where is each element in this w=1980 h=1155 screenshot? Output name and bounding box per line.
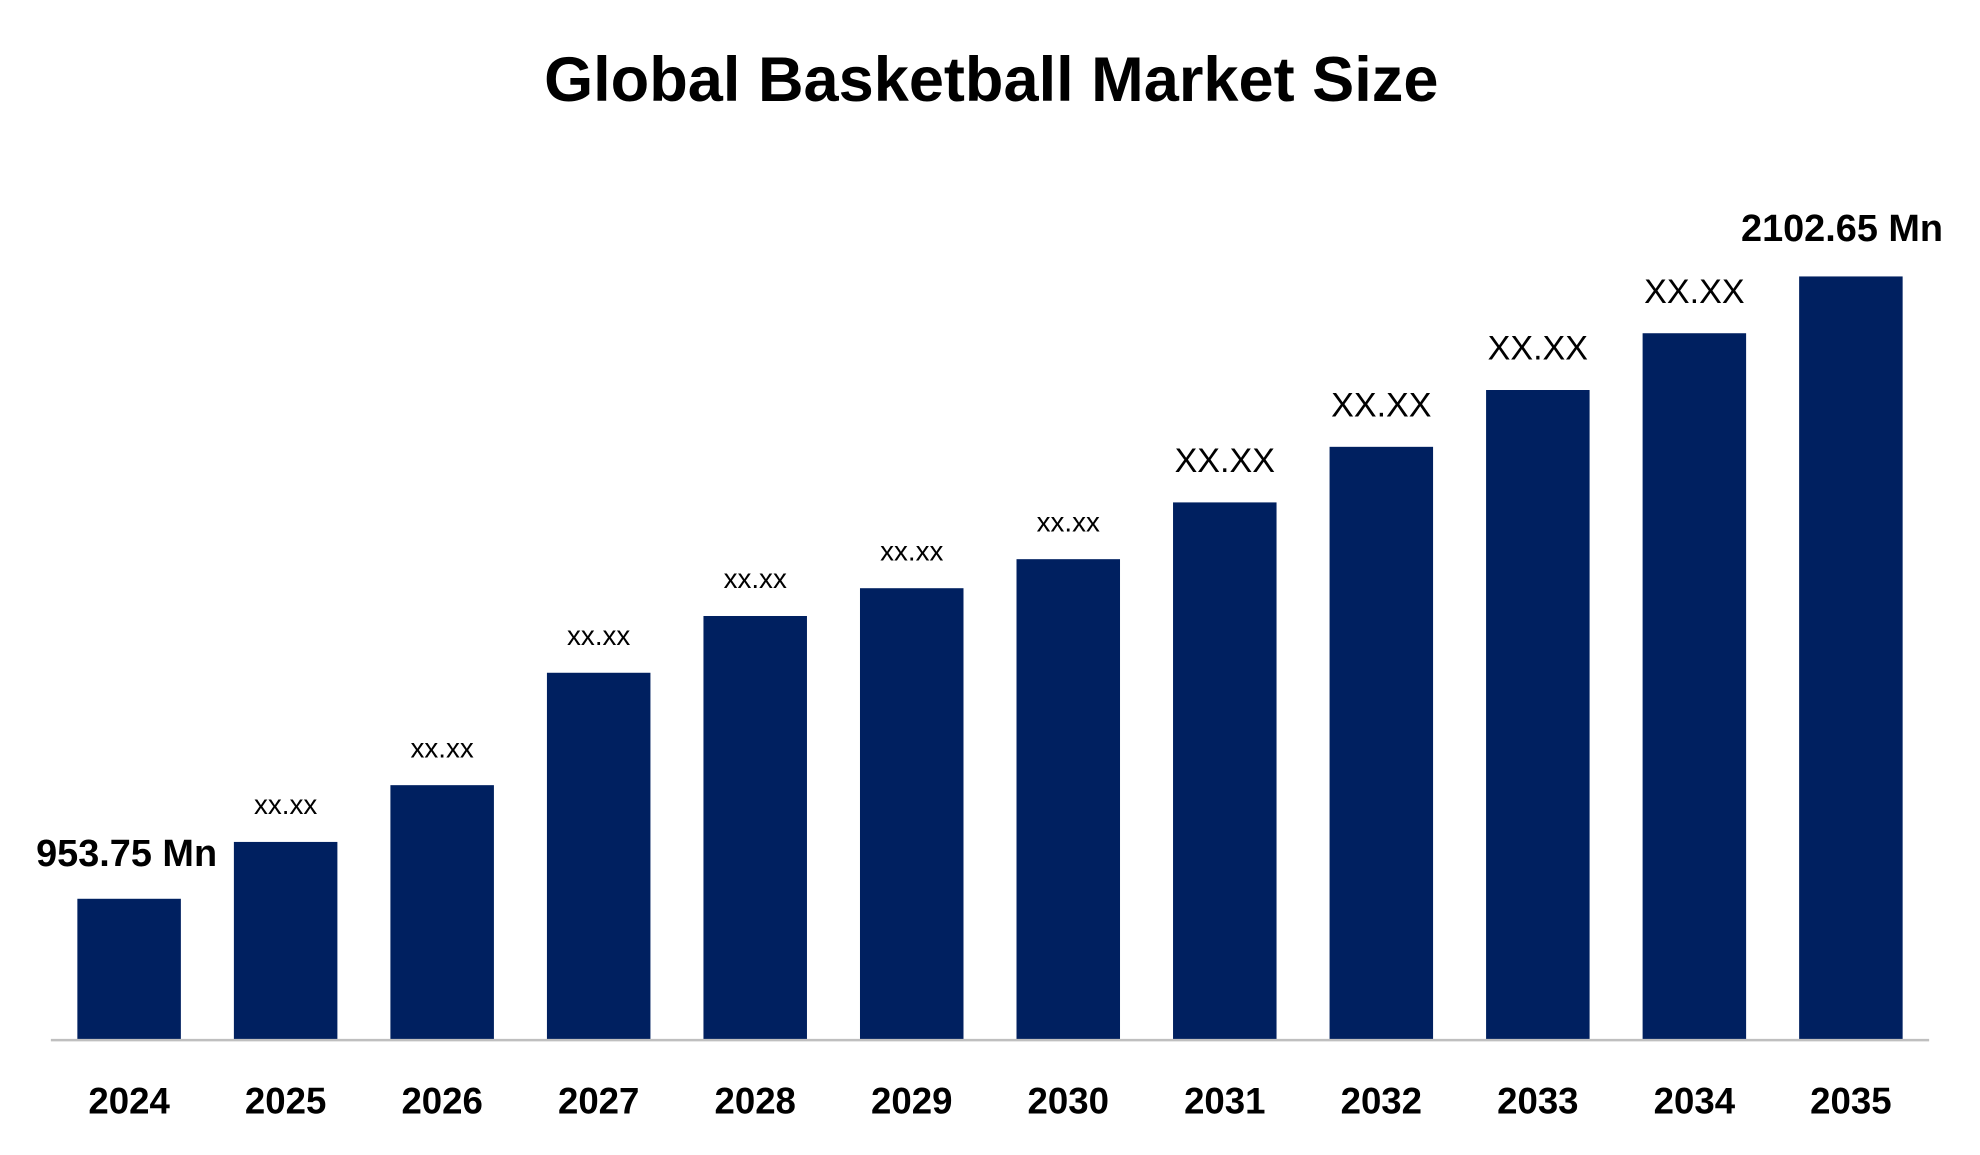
x-tick-label: 2031 (1184, 1080, 1265, 1121)
x-tick-label: 2027 (558, 1080, 639, 1121)
data-label: 953.75 Mn (36, 833, 217, 875)
bar-2025 (233, 841, 338, 1041)
x-tick-label: 2030 (1028, 1080, 1109, 1121)
bar-2030 (1016, 559, 1121, 1041)
bar-2032 (1329, 446, 1434, 1041)
bar-2029 (859, 588, 964, 1041)
bar-2027 (546, 672, 651, 1041)
bar-2035 (1799, 276, 1903, 1041)
data-label: xx.xx (1037, 506, 1100, 537)
chart-title: Global Basketball Market Size (544, 45, 1438, 115)
data-label: xx.xx (411, 732, 474, 763)
x-tick-label: 2026 (401, 1080, 482, 1121)
x-tick-label: 2028 (715, 1080, 796, 1121)
bar-2024 (77, 898, 181, 1041)
data-label: xx.xx (254, 789, 317, 820)
data-label: XX.XX (1175, 442, 1276, 480)
data-label: xx.xx (567, 620, 630, 651)
bar-2028 (703, 615, 807, 1041)
data-label: XX.XX (1488, 330, 1589, 368)
x-tick-label: 2034 (1654, 1080, 1736, 1121)
bar-2026 (390, 785, 494, 1041)
bar-2033 (1486, 390, 1590, 1041)
bar-2034 (1642, 333, 1747, 1041)
data-label: xx.xx (724, 563, 787, 594)
x-tick-label: 2024 (88, 1080, 170, 1121)
data-label: XX.XX (1644, 273, 1745, 311)
x-tick-label: 2033 (1497, 1080, 1578, 1121)
x-tick-label: 2029 (871, 1080, 952, 1121)
data-label: XX.XX (1331, 387, 1432, 425)
data-label: xx.xx (880, 535, 943, 566)
bar-2031 (1173, 502, 1277, 1041)
data-label: 2102.65 Mn (1741, 208, 1943, 250)
x-tick-label: 2032 (1341, 1080, 1422, 1121)
x-tick-label: 2035 (1810, 1080, 1891, 1121)
x-tick-label: 2025 (245, 1080, 326, 1121)
